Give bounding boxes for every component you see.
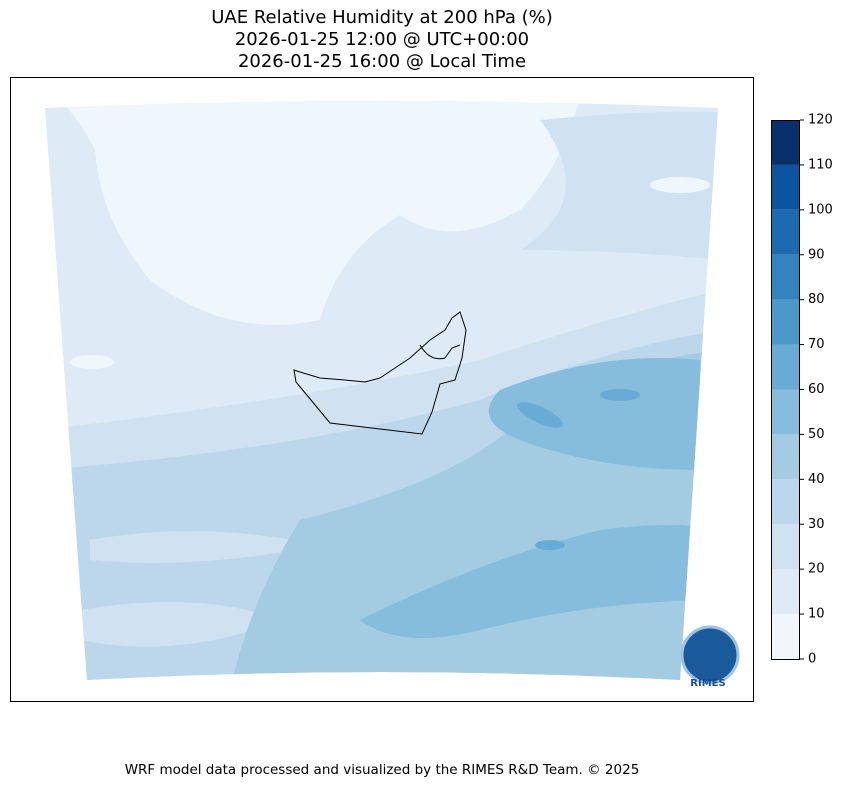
colorbar-tick-label: 60 <box>808 382 825 397</box>
colorbar-tick-label: 50 <box>808 427 825 442</box>
colorbar-tick-label: 110 <box>808 157 833 172</box>
contour-fill <box>80 602 280 647</box>
colorbar-tick-label: 120 <box>808 113 833 128</box>
title-line: 2026-01-25 16:00 @ Local Time <box>238 51 526 72</box>
colorbar-tick-label: 70 <box>808 337 825 352</box>
colorbar-tick-label: 40 <box>808 472 825 487</box>
colorbar-tick-label: 100 <box>808 202 833 217</box>
colorbar-band <box>771 299 800 345</box>
colorbar-band <box>771 434 800 480</box>
contour-fill <box>70 355 114 369</box>
colorbar-band <box>771 164 800 210</box>
contour-fill <box>90 531 320 563</box>
contour-fill <box>360 525 718 638</box>
contour-fill <box>650 177 710 193</box>
colorbar-band <box>771 120 800 165</box>
colorbar-band <box>771 614 800 659</box>
colorbar-band <box>771 389 800 435</box>
colorbar-tick-label: 30 <box>808 517 825 532</box>
contour-fill <box>60 101 580 325</box>
colorbar-band <box>771 569 800 615</box>
footer: WRF model data processed and visualized … <box>125 762 640 778</box>
uae-outline <box>293 311 467 435</box>
title-line: 2026-01-25 12:00 @ UTC+00:00 <box>235 29 529 50</box>
humidity-field <box>45 101 718 680</box>
title-line: UAE Relative Humidity at 200 hPa (%) <box>211 7 552 28</box>
colorbar-band <box>771 209 800 255</box>
colorbar-tick-label: 0 <box>808 652 816 667</box>
colorbar-band <box>771 254 800 300</box>
colorbar-band <box>771 524 800 570</box>
colorbar-tick-label: 10 <box>808 607 825 622</box>
contour-fill <box>535 540 565 550</box>
colorbar-tick-label: 80 <box>808 292 825 307</box>
rimes-logo: RIMES <box>680 625 740 689</box>
colorbar-band <box>771 479 800 525</box>
colorbar-tick-label: 20 <box>808 562 825 577</box>
logo-text: RIMES <box>690 678 725 689</box>
contour-fill <box>488 358 700 470</box>
colorbar-band <box>771 344 800 390</box>
contour-fill <box>600 389 640 401</box>
contour-fill <box>517 402 563 428</box>
colorbar-frame <box>771 120 800 660</box>
colorbar: 0 10 20 30 40 50 60 70 80 90 100 110 120 <box>771 113 833 667</box>
colorbar-tick-label: 90 <box>808 247 825 262</box>
contour-fill <box>520 111 718 260</box>
